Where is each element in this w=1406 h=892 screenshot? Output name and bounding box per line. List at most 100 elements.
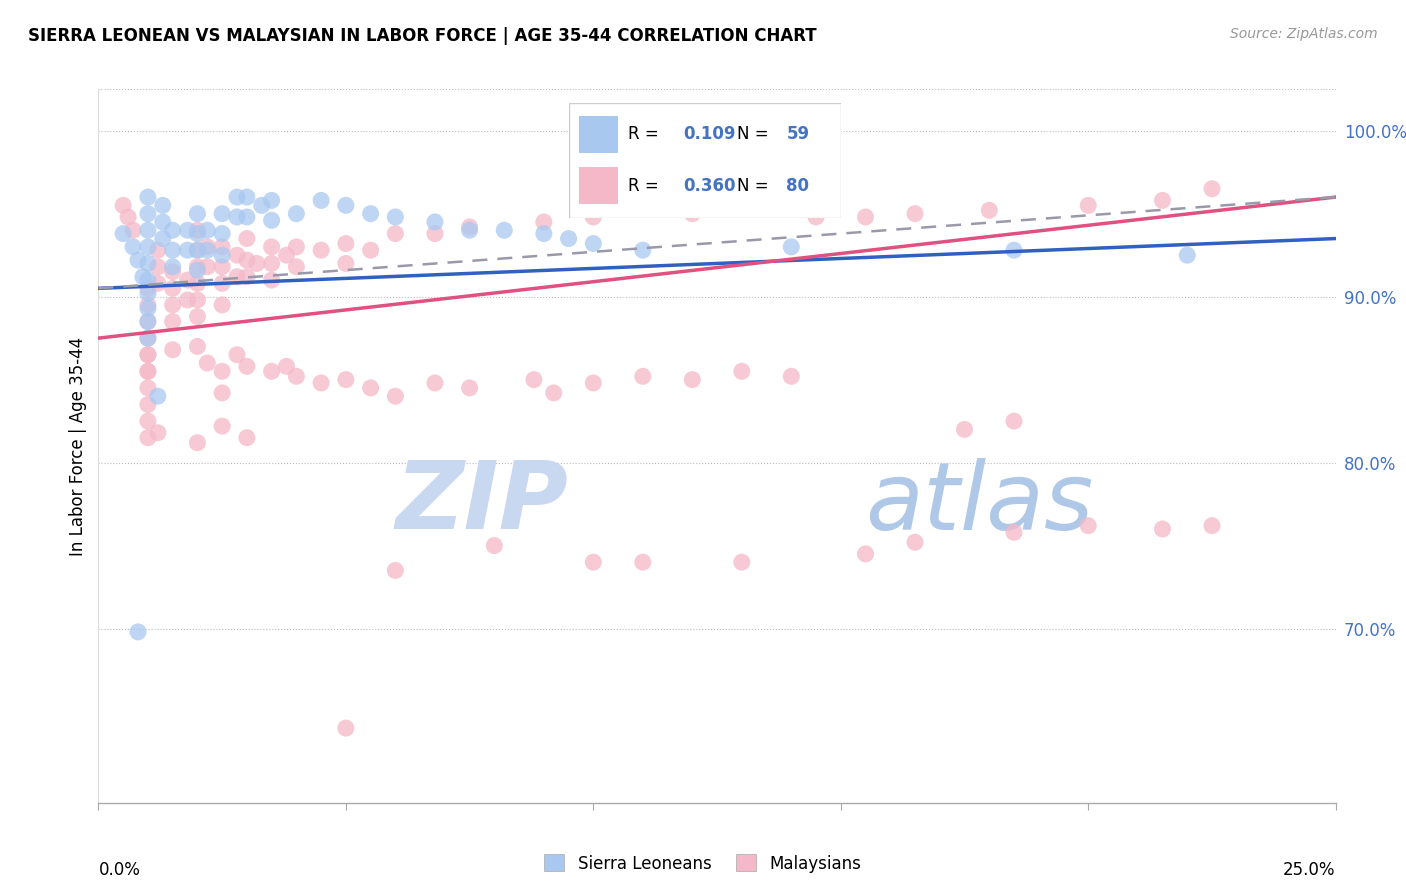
Point [309,194,332,208]
Point [523,373,546,387]
Point [360,207,382,221]
Point [543,385,565,400]
Point [1002,414,1025,428]
Point [211,364,233,378]
Point [162,343,184,357]
Point [136,331,159,345]
Point [1175,248,1198,262]
Point [423,215,446,229]
Point [226,248,249,262]
Text: ZIP: ZIP [395,457,568,549]
Point [360,381,382,395]
Point [979,203,1001,218]
Point [360,243,382,257]
Point [1152,194,1174,208]
Point [186,223,208,237]
Point [458,223,481,237]
Point [136,381,159,395]
Point [136,281,159,295]
Point [631,369,654,384]
Point [582,236,605,251]
Point [631,243,654,257]
Point [136,431,159,445]
Point [384,227,406,241]
Point [136,223,159,237]
Point [152,231,174,245]
Point [162,260,184,274]
Point [309,376,332,390]
Point [309,243,332,257]
Point [855,210,877,224]
Point [1077,198,1099,212]
Text: atlas: atlas [866,458,1094,549]
Point [260,240,283,254]
Point [186,243,208,257]
Point [136,331,159,345]
Point [335,373,357,387]
Point [136,348,159,362]
Point [176,243,198,257]
Point [236,190,259,204]
Point [136,364,159,378]
Point [136,286,159,301]
Point [146,260,169,274]
Point [186,435,208,450]
Y-axis label: In Labor Force | Age 35-44: In Labor Force | Age 35-44 [69,336,87,556]
Point [953,422,976,436]
Point [631,555,654,569]
Point [211,227,233,241]
Point [260,256,283,270]
Point [112,227,135,241]
Point [117,210,139,224]
Point [1201,518,1223,533]
Point [236,431,259,445]
Point [136,364,159,378]
Point [136,273,159,287]
Point [285,240,308,254]
Point [136,314,159,328]
Point [1002,243,1025,257]
Point [1201,182,1223,196]
Point [211,207,233,221]
Point [335,256,357,270]
Point [146,277,169,291]
Point [384,210,406,224]
Point [260,273,283,287]
Point [136,298,159,312]
Point [780,369,803,384]
Point [195,260,218,274]
Point [186,243,208,257]
Point [122,223,145,237]
Point [285,207,308,221]
Point [211,260,233,274]
Point [136,240,159,254]
Point [335,236,357,251]
Point [136,414,159,428]
Point [855,547,877,561]
Point [904,207,927,221]
Point [211,385,233,400]
Point [211,240,233,254]
Point [186,339,208,353]
Point [186,207,208,221]
Point [146,425,169,440]
Point [236,210,259,224]
Point [176,223,198,237]
Point [136,348,159,362]
Point [226,210,249,224]
Point [136,397,159,411]
Point [335,721,357,735]
Point [384,389,406,403]
Point [152,215,174,229]
Point [731,555,754,569]
Point [533,227,555,241]
Point [136,314,159,328]
Point [276,248,298,262]
Point [122,240,145,254]
Point [132,269,155,284]
Point [136,190,159,204]
Point [162,298,184,312]
Point [236,359,259,374]
Point [195,356,218,370]
Point [211,248,233,262]
